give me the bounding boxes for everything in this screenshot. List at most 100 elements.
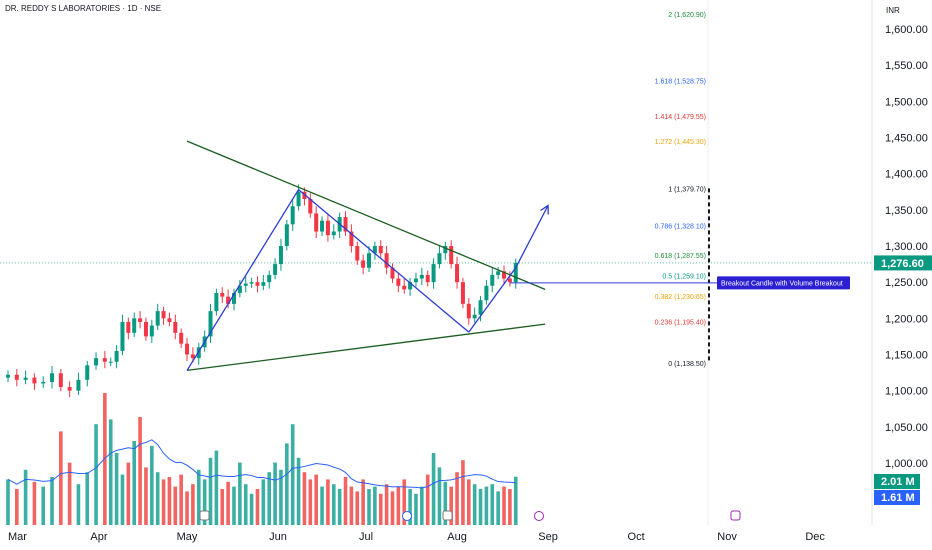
volume-bar-29	[208, 457, 213, 525]
last-price-badge: 1,276.60	[874, 255, 932, 271]
fib-label-0: 2 (1,620.90)	[668, 12, 706, 19]
x-tick-label-3: Jun	[269, 531, 287, 543]
volume-bar-37	[255, 489, 260, 525]
y-tick-label-7: 1,350.00	[885, 205, 928, 217]
candle-body-16	[132, 318, 137, 333]
volume-bar-41	[279, 469, 283, 525]
trendlines[interactable]	[186, 140, 549, 372]
candle-body-12	[108, 361, 113, 363]
candle-body-77	[490, 274, 495, 286]
candle-body-54	[355, 246, 360, 261]
candle-body-39	[267, 274, 272, 283]
volume-badge-2: 1.61 M	[881, 492, 915, 504]
volume-bar-76	[484, 486, 489, 525]
y-tick-label-8: 1,400.00	[885, 169, 928, 181]
volume-bar-39	[267, 472, 272, 525]
volume-bar-13	[114, 453, 119, 525]
candle-body-35	[243, 283, 248, 286]
y-tick-label-10: 1,500.00	[885, 96, 928, 108]
candle-body-52	[343, 217, 348, 232]
volume-ma	[7, 439, 516, 489]
candle-body-11	[102, 358, 107, 362]
candle-body-72	[460, 282, 465, 304]
candle-body-62	[402, 285, 407, 290]
event-marker-4[interactable]	[534, 511, 544, 521]
candle-body-68	[437, 253, 442, 265]
candle-body-38	[261, 282, 266, 286]
candle-body-10	[94, 358, 99, 366]
volume-bar-28	[202, 479, 207, 525]
volume-bar-6	[59, 431, 63, 525]
candle-body-4	[41, 381, 46, 384]
volume-bar-74	[472, 484, 477, 525]
volume-bar-48	[320, 486, 324, 525]
event-marker-1[interactable]	[199, 510, 210, 521]
volume-bar-55	[361, 479, 365, 525]
candle-body-70	[449, 246, 454, 265]
volume-bar-58	[378, 493, 383, 525]
currency-label: INR	[886, 6, 900, 15]
volume-bar-30	[214, 450, 219, 525]
trendline-3[interactable]	[298, 189, 470, 333]
volume-bar-20	[155, 472, 160, 525]
candle-body-25	[185, 343, 190, 355]
candle-body-40	[273, 264, 278, 275]
trendline-4[interactable]	[468, 267, 517, 333]
volume-bar-19	[150, 445, 154, 525]
trendline-5[interactable]	[515, 205, 549, 268]
volume-badge-1-box	[874, 474, 920, 489]
annotation[interactable]: Breakout Candle with Volume Breakout	[509, 276, 850, 290]
y-tick-label-3: 1,150.00	[885, 350, 928, 362]
x-tick-label-6: Sep	[538, 531, 558, 543]
event-marker-5[interactable]	[730, 510, 741, 521]
volume-bar-38	[261, 479, 266, 525]
candle-body-56	[367, 253, 372, 268]
volume-bar-26	[191, 484, 195, 525]
volume-bar-21	[161, 479, 166, 525]
x-tick-label-8: Nov	[717, 531, 737, 543]
volume-bar-34	[238, 462, 242, 525]
volume-bar-54	[355, 491, 360, 525]
fib-label-10: 0 (1,138.50)	[668, 361, 706, 368]
candle-body-5	[50, 373, 55, 382]
volume-bar-14	[120, 474, 125, 525]
candle-body-1	[14, 374, 19, 380]
volume-bar-70	[449, 486, 453, 525]
fib-label-2: 1.414 (1,479.55)	[655, 114, 706, 121]
volume-bar-36	[249, 493, 254, 525]
volume-bar-5	[50, 477, 54, 525]
trendline-0[interactable]	[186, 140, 546, 291]
candle-body-8	[76, 379, 81, 391]
candle-body-41	[278, 246, 283, 265]
volume-bar-47	[314, 474, 318, 525]
last-price-label: 1,276.60	[881, 258, 924, 270]
volume-bar-67	[431, 453, 436, 525]
candle-body-57	[372, 246, 377, 254]
volume-bar-10	[94, 424, 98, 525]
event-marker-3[interactable]	[442, 510, 453, 521]
y-tick-label-1: 1,050.00	[885, 422, 928, 434]
volume-bar-25	[185, 491, 189, 525]
volume-bar-72	[461, 460, 465, 525]
candle-body-2	[23, 377, 28, 380]
event-markers[interactable]	[199, 510, 741, 521]
y-tick-label-12: 1,600.00	[885, 24, 928, 36]
candle-body-33	[231, 293, 236, 304]
candle-body-22	[167, 318, 172, 322]
candle-body-26	[190, 354, 195, 359]
trendline-1[interactable]	[186, 323, 546, 372]
breakout-label-box[interactable]	[717, 276, 850, 290]
volume-bar-45	[302, 472, 307, 525]
candle-body-63	[408, 282, 413, 290]
fib-label-4: 1 (1,379.70)	[668, 186, 706, 193]
volume-bar-7	[67, 462, 72, 525]
trendline-2[interactable]	[186, 189, 300, 371]
candle-body-24	[179, 332, 184, 344]
candle-body-75	[478, 300, 483, 315]
candle-body-58	[378, 246, 383, 254]
event-marker-2[interactable]	[402, 511, 412, 521]
trend-arrow-head	[540, 204, 549, 215]
volume-bar-60	[390, 491, 395, 525]
candle-body-6	[58, 373, 63, 388]
